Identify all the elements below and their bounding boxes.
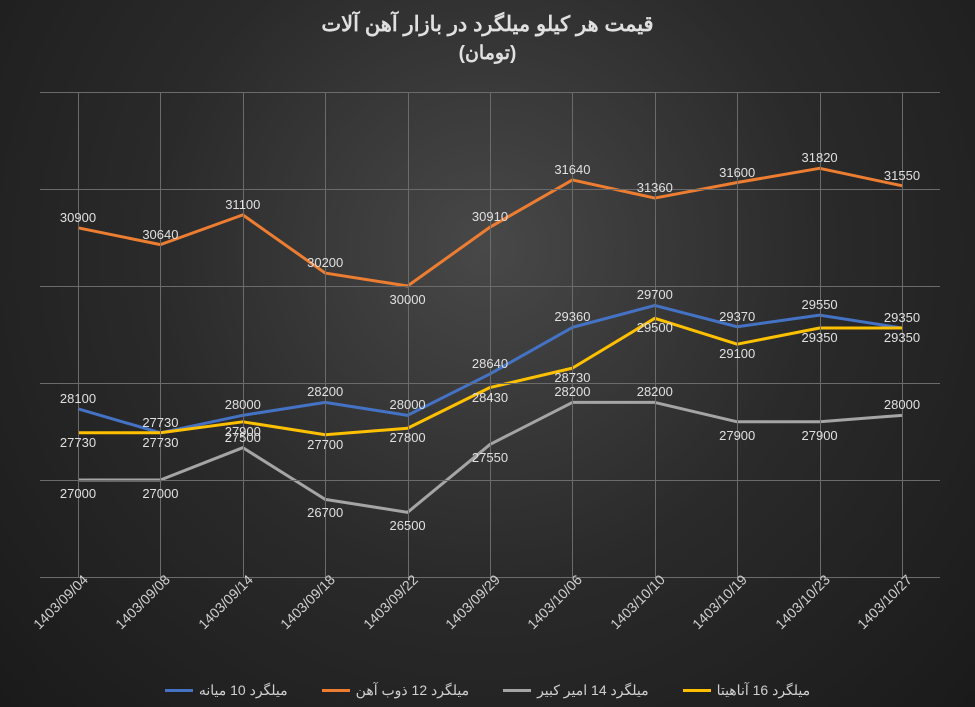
gridline-v: [737, 92, 738, 577]
legend-label: میلگرد 12 ذوب آهن: [356, 682, 469, 699]
gridline-v: [820, 92, 821, 577]
x-axis-label: 1403/10/19: [675, 571, 750, 646]
chart-subtitle: (تومان): [0, 42, 975, 65]
gridline-v: [902, 92, 903, 577]
plot-area: 2810027730280002820028000286402936029700…: [40, 92, 940, 577]
x-axis-label: 1403/09/18: [263, 571, 338, 646]
legend-swatch: [165, 689, 193, 692]
x-axis-label: 1403/09/04: [16, 571, 91, 646]
legend-swatch: [683, 689, 711, 692]
legend-item: میلگرد 14 امیر کبیر: [503, 682, 649, 699]
legend-label: میلگرد 14 امیر کبیر: [537, 682, 649, 699]
chart-title: قیمت هر کیلو میلگرد در بازار آهن آلات: [0, 12, 975, 37]
x-axis-label: 1403/09/08: [98, 571, 173, 646]
x-axis-label: 1403/09/29: [428, 571, 503, 646]
legend-label: میلگرد 16 آناهیتا: [717, 682, 811, 699]
legend-swatch: [322, 689, 350, 692]
gridline-v: [490, 92, 491, 577]
legend-item: میلگرد 10 میانه: [165, 682, 288, 699]
gridline-v: [572, 92, 573, 577]
gridline-v: [243, 92, 244, 577]
gridline-v: [325, 92, 326, 577]
gridline-v: [78, 92, 79, 577]
x-axis-label: 1403/10/10: [593, 571, 668, 646]
gridline-v: [408, 92, 409, 577]
x-axis-label: 1403/09/14: [181, 571, 256, 646]
legend-item: میلگرد 12 ذوب آهن: [322, 682, 469, 699]
legend-swatch: [503, 689, 531, 692]
x-axis-label: 1403/10/27: [840, 571, 915, 646]
x-axis-label: 1403/10/23: [758, 571, 833, 646]
x-axis-label: 1403/09/22: [346, 571, 421, 646]
gridline-v: [655, 92, 656, 577]
legend-item: میلگرد 16 آناهیتا: [683, 682, 811, 699]
legend: میلگرد 10 میانه میلگرد 12 ذوب آهن میلگرد 1…: [0, 682, 975, 699]
x-axis-label: 1403/10/06: [510, 571, 585, 646]
gridline-v: [160, 92, 161, 577]
legend-label: میلگرد 10 میانه: [199, 682, 288, 699]
